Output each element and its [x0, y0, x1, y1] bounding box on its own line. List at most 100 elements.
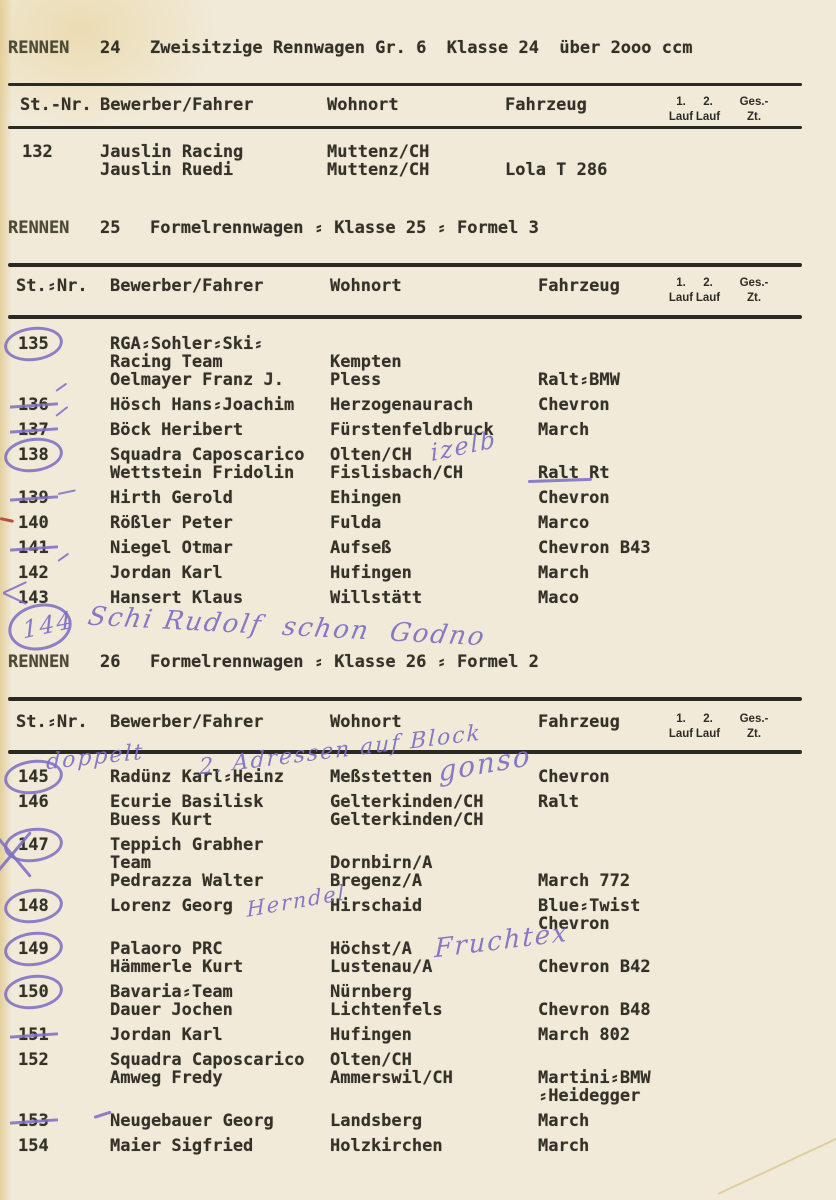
entry-fahrzeug-cell: Chevron B48 [538, 983, 836, 1019]
entry-rows: 135 RGA⸗Sohler⸗Ski⸗ Racing Team Oelmayer Fr… [0, 335, 836, 614]
entry-wohnort-cell: Kempten Pless [330, 335, 538, 389]
lauf-header-text: 2. [703, 713, 713, 725]
entry-text-line: Niegel Otmar [110, 538, 233, 558]
entry-wohnort-cell: Landsberg [330, 1112, 538, 1130]
entry-bewerber-cell: Lorenz Georg [110, 897, 330, 933]
entry-row: 138 Squadra Caposcarico Wettstein Fridolin… [0, 446, 836, 482]
col-header-fahrzeug: Fahrzeug [538, 276, 620, 296]
entry-text-line: Hufingen [330, 563, 412, 583]
entry-fahrzeug-cell: Blue⸗Twist Chevron [538, 897, 836, 933]
entry-text-line: Amweg Fredy [110, 1068, 223, 1088]
lauf-header-text: Zt. [746, 111, 762, 123]
entry-text-line: Chevron B48 [538, 1000, 651, 1020]
col-header-bewerber: Bewerber/Fahrer [110, 712, 264, 732]
entry-text-line: Fislisbach/CH [330, 463, 464, 483]
entry-text-line: Teppich Grabher [110, 835, 264, 855]
entry-bewerber-cell: Neugebauer Georg [110, 1112, 330, 1130]
entry-text-line: Lichtenfels [330, 1000, 443, 1020]
race-title-text: Formelrennwagen ⸗ Klasse 25 ⸗ Formel 3 [150, 218, 539, 238]
table-header: St.-Nr. Bewerber/Fahrer Wohnort Fahrzeug [0, 95, 836, 115]
lauf-header-text: Ges.- [739, 277, 769, 289]
entry-number-line: 138 [16, 446, 110, 464]
entry-text-line: Squadra Caposcarico [110, 1050, 305, 1070]
entry-wohnort-cell: Olten/CH Fislisbach/CH [330, 446, 538, 482]
entry-row: 152 Squadra Caposcarico Amweg Fredy Olten/… [0, 1051, 836, 1105]
entry-number-cell: 135 [0, 335, 110, 353]
entry-row: 135 RGA⸗Sohler⸗Ski⸗ Racing Team Oelmayer Fr… [0, 335, 836, 389]
start-number: 142 [18, 563, 49, 583]
entry-fahrzeug-cell: Marco [538, 514, 836, 532]
lauf-header-text: Lauf [695, 292, 721, 304]
entry-text-line [110, 1087, 330, 1105]
start-number: 145 [18, 767, 49, 787]
entry-text-line: Squadra Caposcarico [110, 445, 305, 465]
entry-text-line: Chevron [538, 395, 610, 415]
start-number: 147 [18, 835, 49, 855]
entry-text-line: Gelterkinden/CH [330, 792, 484, 812]
entry-text-line: Dornbirn/A [330, 853, 433, 873]
entry-number-line: 132 [20, 143, 100, 161]
entry-fahrzeug-cell: March 772 [538, 836, 836, 890]
entry-fahrzeug-cell: March [538, 421, 836, 439]
entry-rows: 145 Radünz Karl⸗Heinz Meßstetten Chevron 146… [0, 768, 836, 1162]
entry-text-line: Ralt⸗BMW [538, 370, 620, 390]
entry-bewerber-cell: Ecurie Basilisk Buess Kurt [110, 793, 330, 829]
start-number: 139 [18, 488, 49, 508]
entry-number-line: 146 [16, 793, 110, 811]
entry-rows: 132 Jauslin Racing Jauslin Ruedi Muttenz/CH… [0, 143, 836, 186]
entry-text-line: Hufingen [330, 1025, 412, 1045]
lauf-header-text: Lauf [668, 111, 694, 123]
lauf-header-text: 1. [676, 277, 686, 289]
entry-text-line: Hämmerle Kurt [110, 957, 244, 977]
entry-text-line [330, 915, 538, 933]
entry-wohnort-cell: Gelterkinden/CH Gelterkinden/CH [330, 793, 538, 829]
start-number: 132 [22, 142, 53, 162]
entry-fahrzeug-cell: March [538, 1112, 836, 1130]
entry-text-line: Pless [330, 370, 382, 390]
race-title-text: Formelrennwagen ⸗ Klasse 26 ⸗ Formel 2 [150, 652, 539, 672]
start-number: 154 [18, 1136, 49, 1156]
entry-wohnort-cell: Willstätt [330, 589, 538, 607]
lauf-col-3: Ges.- Zt. [728, 712, 780, 742]
entry-row: 136 Hösch Hans⸗Joachim Herzogenaurach Chevr… [0, 396, 836, 414]
col-header-fahrzeug: Fahrzeug [538, 712, 620, 732]
entry-text-line: Hansert Klaus [110, 588, 244, 608]
entry-text-line: Oelmayer Franz J. [110, 370, 284, 390]
entry-number-line: 152 [16, 1051, 110, 1069]
entry-number-cell: 136 [0, 396, 110, 414]
entry-number-cell: 141 [0, 539, 110, 557]
entry-bewerber-cell: Bavaria⸗Team Dauer Jochen [110, 983, 330, 1019]
race-title: RENNEN 26 Formelrennwagen ⸗ Klasse 26 ⸗ Fo… [8, 652, 828, 674]
entry-text-line: Fulda [330, 513, 382, 533]
entry-text-line: Muttenz/CH [327, 142, 430, 162]
table-rule-bottom [8, 315, 802, 319]
entry-text-line [538, 811, 836, 829]
entry-text-line: Team [110, 853, 151, 873]
entry-wohnort-cell: Holzkirchen [330, 1137, 538, 1155]
entry-text-line: Ralt Rt [538, 463, 610, 483]
entry-wohnort-cell: Meßstetten [330, 768, 538, 786]
entry-number-line: 139 [16, 489, 110, 507]
table-header: St.⸗Nr. Bewerber/Fahrer Wohnort Fahrzeug [0, 712, 836, 733]
paper-corner-tint [0, 0, 220, 130]
entry-fahrzeug-cell: Martini⸗BMW ⸗Heidegger [538, 1051, 836, 1105]
entry-row: 147 Teppich Grabher Team Pedrazza Walter Do… [0, 836, 836, 890]
table-rule-top [8, 83, 802, 86]
lauf-header-text: Lauf [668, 292, 694, 304]
lauf-col-2: 2. Lauf [695, 95, 721, 125]
entry-text-line: Wettstein Fridolin [110, 463, 295, 483]
entry-text-line: Lustenau/A [330, 957, 433, 977]
entry-wohnort-cell: Nürnberg Lichtenfels [330, 983, 538, 1019]
entry-number-line: 140 [16, 514, 110, 532]
entry-text-line [538, 940, 836, 958]
lauf-header-text: 2. [703, 277, 713, 289]
entry-bewerber-cell: Squadra Caposcarico Wettstein Fridolin [110, 446, 330, 482]
entry-text-line: Olten/CH [330, 1050, 412, 1070]
entry-text-line: Nürnberg [330, 982, 412, 1002]
entry-row: 139 Hirth Gerold Ehingen Chevron [0, 489, 836, 507]
start-number: 153 [18, 1111, 49, 1131]
entry-number-line: 153 [16, 1112, 110, 1130]
entry-text-line: Willstätt [330, 588, 423, 608]
lauf-header-text: Lauf [695, 111, 721, 123]
entry-text-line [538, 1051, 836, 1069]
